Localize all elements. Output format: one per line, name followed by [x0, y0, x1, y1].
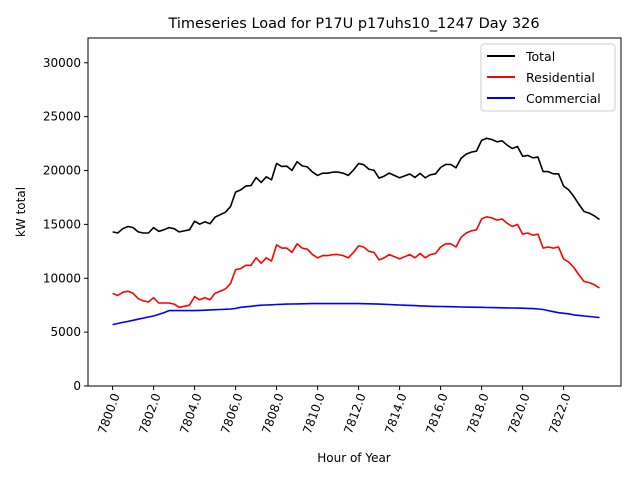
chart-title: Timeseries Load for P17U p17uhs10_1247 D…: [167, 16, 539, 32]
x-tick-label: 7810.0: [300, 391, 328, 435]
x-tick-label: 7818.0: [464, 391, 492, 435]
x-tick-label: 7808.0: [259, 391, 287, 435]
legend-label-total: Total: [525, 49, 555, 64]
legend: Total Residential Commercial: [480, 43, 616, 112]
total-line: [112, 137, 600, 234]
x-tick-label: 7814.0: [382, 391, 410, 435]
x-ticks: 7800.0 7802.0 7804.0 7806.0 7808.0 7810.0 7812…: [95, 386, 574, 436]
plot-frame: [87, 37, 622, 387]
x-tick-label: 7816.0: [423, 391, 451, 435]
x-tick-label: 7812.0: [341, 391, 369, 435]
y-tick-label: 10000: [43, 271, 81, 285]
y-tick-label: 0: [73, 379, 81, 393]
legend-label-residential: Residential: [526, 70, 595, 85]
y-tick-label: 5000: [50, 325, 81, 339]
legend-label-commercial: Commercial: [526, 91, 601, 106]
y-tick-label: 15000: [43, 217, 81, 231]
y-axis-label: kW total: [14, 187, 28, 237]
commercial-line: [112, 302, 600, 326]
y-ticks: 0 5000 10000 15000 20000 25000 30000: [43, 56, 88, 393]
x-tick-label: 7804.0: [177, 391, 205, 435]
y-tick-label: 25000: [43, 110, 81, 124]
series-lines: [112, 137, 600, 326]
residential-line: [112, 216, 600, 309]
x-tick-label: 7806.0: [218, 391, 246, 435]
legend-box: [480, 43, 616, 112]
x-tick-label: 7802.0: [136, 391, 164, 435]
y-tick-label: 20000: [43, 164, 81, 178]
x-tick-label: 7800.0: [95, 391, 123, 435]
x-axis-label: Hour of Year: [317, 451, 391, 465]
x-tick-label: 7820.0: [505, 391, 533, 435]
x-tick-label: 7822.0: [546, 391, 574, 435]
y-tick-label: 30000: [43, 56, 81, 70]
